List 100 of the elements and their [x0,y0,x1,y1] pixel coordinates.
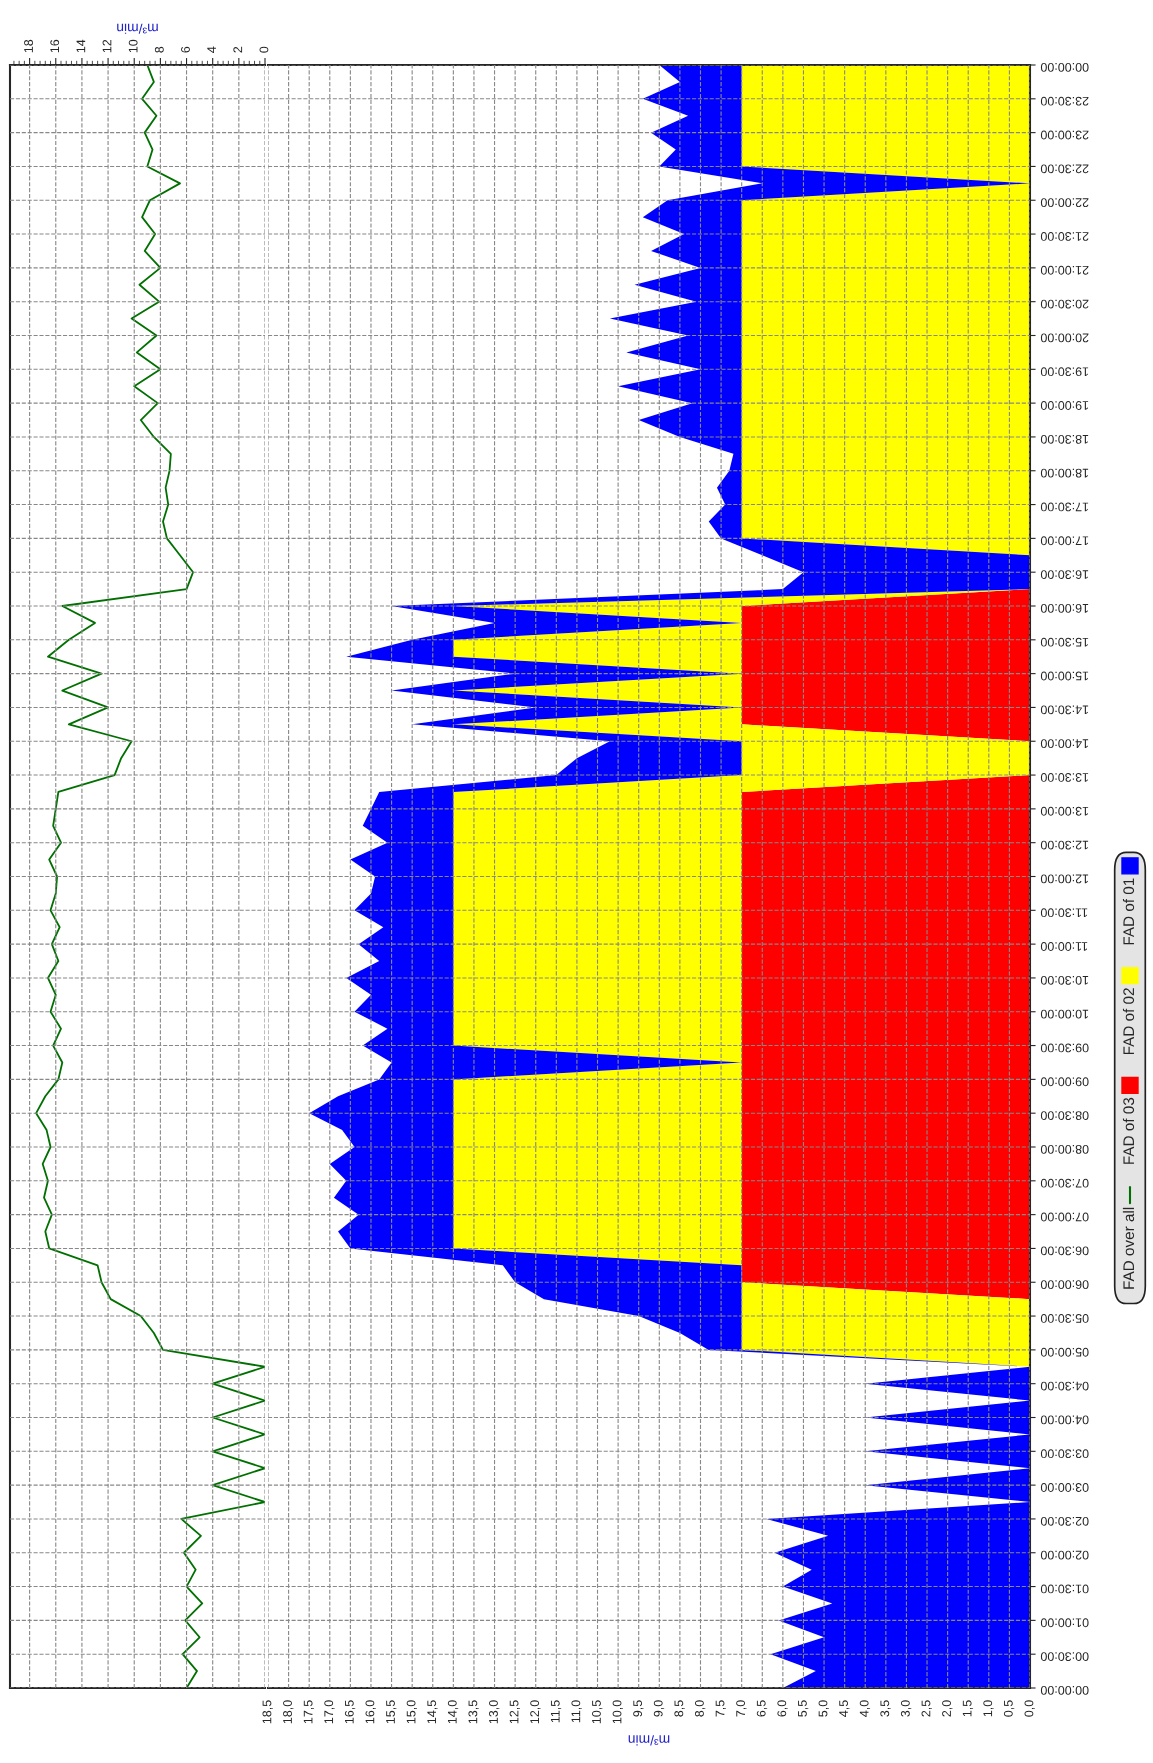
y-tick-label: 23:30:00 [1040,96,1089,106]
y-tick-label: 08:00:00 [1040,1144,1089,1154]
y-tick-label: 07:00:00 [1040,1212,1089,1222]
x-tick-label: 2 [233,46,243,53]
y-tick-label: 09:30:00 [1040,1043,1089,1053]
x-tick-label: 12,0 [530,1700,541,1724]
x-tick-label: 6 [181,46,190,53]
x-tick-label: 12,5 [509,1700,520,1724]
x-tick-label: 13,0 [489,1700,500,1724]
x-tick-label: 0,5 [1003,1700,1015,1717]
y-tick-label: 02:00:00 [1040,1550,1089,1560]
y-tick-label: 11:30:00 [1040,908,1088,918]
x-tick-label: 10,0 [612,1700,623,1724]
x-tick-label: 0,0 [1024,1700,1035,1717]
x-tick-label: 6,5 [756,1700,768,1717]
y-tick-label: 00:00:00 [1040,1685,1089,1695]
x-tick-label: 18 [24,39,33,53]
x-tick-label: 14,0 [447,1700,459,1724]
x-tick-label: 4,5 [839,1700,850,1717]
y-tick-label: 21:00:00 [1040,265,1089,275]
y-tick-label: 18:30:00 [1040,434,1089,444]
y-tick-label: 05:30:00 [1040,1314,1089,1323]
x-tick-label: 8,5 [674,1700,685,1717]
y-tick-label: 11:00:00 [1040,942,1088,951]
y-tick-label: 09:00:00 [1040,1077,1089,1087]
x-tick-label: 1,5 [962,1700,974,1717]
y-tick-label: 10:30:00 [1040,975,1089,985]
x-tick-label: 10,5 [592,1700,603,1724]
y-tick-label: 13:30:00 [1040,773,1089,782]
y-tick-label: 04:00:00 [1040,1415,1089,1425]
x-tick-label: 15,0 [406,1700,417,1724]
x-tick-label: 4,0 [859,1700,871,1717]
y-tick-label: 18:00:00 [1040,468,1089,478]
x-tick-label: 2,0 [942,1700,953,1717]
y-tick-label: 01:30:00 [1040,1584,1089,1594]
x-tick-label: 7,5 [715,1700,726,1717]
x-tick-label: 18,0 [283,1700,294,1724]
x-tick-label: 3,0 [900,1700,912,1717]
y-tick-label: 17:00:00 [1040,536,1089,546]
y-tick-label: 12:30:00 [1040,840,1089,850]
x-tick-label: 3,5 [880,1700,891,1717]
y-tick-label: 08:30:00 [1040,1111,1089,1120]
x-tick-label: 5,0 [818,1700,829,1717]
x-tick-label: 8,0 [694,1700,706,1717]
x-tick-label: 0 [259,46,269,53]
y-tick-label: 04:30:00 [1040,1381,1089,1391]
x-tick-label: 11,0 [571,1700,582,1723]
y-tick-label: 22:00:00 [1040,198,1089,208]
y-tick-label: 00:00:00 [1040,62,1089,72]
x-tick-label: 17,0 [324,1700,335,1724]
y-tick-label: 20:30:00 [1040,299,1089,309]
x-tick-label: 12 [102,39,112,53]
x-tick-label: 10 [128,39,138,53]
x-tick-label: 17,5 [303,1700,315,1724]
x-tick-label: 11,5 [550,1700,562,1723]
y-tick-label: 05:00:00 [1040,1347,1089,1357]
x-tick-label: 14 [76,39,86,53]
x-tick-label: 9,0 [653,1700,665,1717]
y-tick-label: 03:30:00 [1040,1449,1089,1459]
y-tick-label: 01:00:00 [1040,1618,1089,1628]
y-tick-label: 14:30:00 [1040,705,1089,715]
legend-label: FAD of 03 [1122,1097,1135,1164]
y-tick-label: 10:00:00 [1040,1009,1089,1019]
x-axis-title: m³/min [117,23,158,34]
x-tick-label: 7,0 [736,1700,747,1717]
x-tick-label: 9,5 [633,1700,644,1717]
x-tick-label: 16,5 [344,1700,356,1724]
x-tick-label: 15,5 [386,1700,397,1724]
y-tick-label: 03:00:00 [1040,1483,1089,1492]
legend-label: FAD over all [1122,1207,1135,1289]
y-tick-label: 19:30:00 [1040,367,1089,377]
y-tick-label: 23:00:00 [1040,130,1089,140]
y-tick-label: 16:00:00 [1040,603,1089,613]
y-tick-label: 06:00:00 [1040,1280,1089,1290]
y-tick-label: 02:30:00 [1040,1516,1089,1526]
x-tick-label: 2,5 [921,1700,932,1717]
y-tick-label: 20:00:00 [1040,333,1089,343]
x-tick-label: 1,0 [983,1700,994,1717]
x-axis-title: m³/min [628,1735,670,1746]
legend-label: FAD of 02 [1122,988,1135,1055]
x-tick-label: 16,0 [365,1700,376,1724]
y-tick-label: 21:30:00 [1040,232,1089,241]
x-tick-label: 14,5 [427,1700,438,1724]
y-tick-label: 12:00:00 [1040,874,1089,884]
y-tick-label: 15:30:00 [1040,637,1089,647]
y-tick-label: 00:30:00 [1040,1652,1089,1661]
x-tick-label: 6,0 [777,1700,788,1717]
legend-label: FAD of 01 [1122,878,1135,945]
x-tick-label: 4 [207,46,216,53]
y-tick-label: 14:00:00 [1040,739,1089,749]
x-tick-label: 8 [154,46,164,53]
y-tick-label: 06:30:00 [1040,1246,1089,1256]
x-tick-label: 5,5 [798,1700,809,1717]
x-tick-label: 16 [50,39,60,53]
y-tick-label: 16:30:00 [1040,570,1089,579]
y-tick-label: 15:00:00 [1040,671,1089,681]
y-tick-label: 19:00:00 [1040,401,1089,410]
y-tick-label: 22:30:00 [1040,164,1089,174]
y-tick-label: 17:30:00 [1040,502,1089,512]
x-tick-label: 13,5 [468,1700,479,1724]
